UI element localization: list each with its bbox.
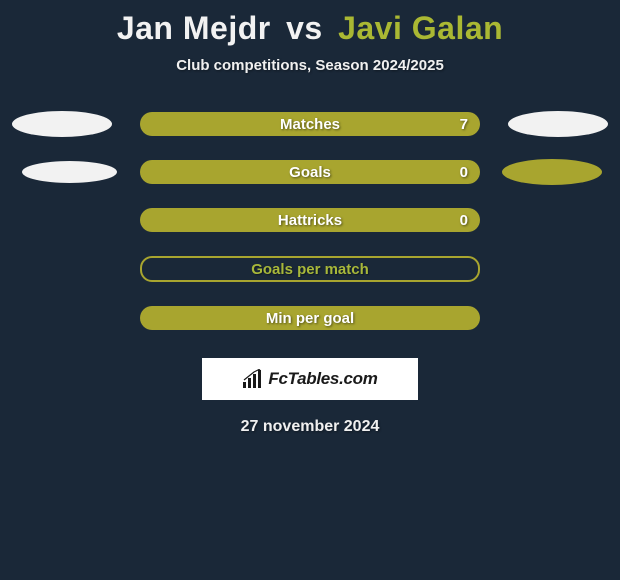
brand-text: FcTables.com [268, 369, 377, 389]
stat-label: Min per goal [266, 310, 354, 327]
stat-bar-mpg: Min per goal [140, 306, 480, 330]
player2-name: Javi Galan [338, 10, 503, 46]
subtitle: Club competitions, Season 2024/2025 [0, 57, 620, 74]
ellipse-right-matches [508, 111, 608, 137]
stat-value: 0 [460, 164, 468, 181]
stat-row-gpm: Goals per match [0, 256, 620, 282]
stat-bar-matches: Matches 7 [140, 112, 480, 136]
chart-icon [242, 369, 264, 389]
stat-row-hattricks: Hattricks 0 [0, 208, 620, 232]
ellipse-left-goals [22, 161, 117, 183]
stat-bar-goals: Goals 0 [140, 160, 480, 184]
stat-label: Goals per match [251, 261, 369, 278]
stat-bar-gpm: Goals per match [140, 256, 480, 282]
stat-row-matches: Matches 7 [0, 112, 620, 136]
stat-row-goals: Goals 0 [0, 160, 620, 184]
player1-name: Jan Mejdr [117, 10, 271, 46]
stat-bar-hattricks: Hattricks 0 [140, 208, 480, 232]
ellipse-right-goals [502, 159, 602, 185]
stat-label: Matches [280, 116, 340, 133]
comparison-title: Jan Mejdr vs Javi Galan [0, 0, 620, 47]
stat-label: Hattricks [278, 212, 342, 229]
brand-box: FcTables.com [202, 358, 418, 400]
date-text: 27 november 2024 [0, 418, 620, 436]
stat-rows: Matches 7 Goals 0 Hattricks 0 Goals per … [0, 112, 620, 330]
ellipse-left-matches [12, 111, 112, 137]
stat-label: Goals [289, 164, 331, 181]
vs-text: vs [286, 10, 323, 46]
stat-value: 0 [460, 212, 468, 229]
stat-value: 7 [460, 116, 468, 133]
stat-row-mpg: Min per goal [0, 306, 620, 330]
